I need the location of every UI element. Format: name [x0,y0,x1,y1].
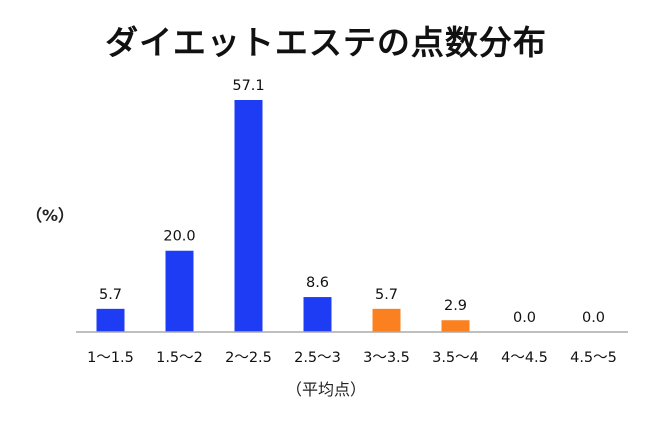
data-label-1: 5.7 [99,287,122,303]
data-label-4: 8.6 [306,275,329,291]
data-label-7: 0.0 [513,310,536,326]
x-tick-label-6: 3.5〜4 [432,350,479,366]
chart-title: ダイエットエステの点数分布 [105,23,547,62]
x-axis-label: （平均点） [285,380,366,399]
y-axis-unit-label: （%） [26,206,75,225]
bar-5 [372,308,401,332]
bar-1 [96,308,125,332]
data-label-6: 2.9 [444,298,467,314]
labels-group: 5.7 1〜1.5 20.0 1.5〜2 57.1 2〜2.5 8.6 2.5〜3 5.7 3〜3… [87,78,617,366]
x-tick-label-3: 2〜2.5 [225,350,272,366]
data-label-2: 20.0 [163,229,195,245]
bar-2 [165,250,194,332]
x-tick-label-5: 3〜3.5 [363,350,410,366]
x-tick-label-7: 4〜4.5 [501,350,548,366]
x-tick-label-2: 1.5〜2 [156,350,203,366]
bar-6 [441,320,470,332]
x-tick-label-1: 1〜1.5 [87,350,134,366]
data-label-5: 5.7 [375,287,398,303]
bar-4 [303,297,332,332]
x-tick-label-8: 4.5〜5 [570,350,617,366]
data-label-8: 0.0 [582,310,605,326]
bar-3 [234,100,263,332]
bars-group [96,100,470,332]
x-tick-label-4: 2.5〜3 [294,350,341,366]
data-label-3: 57.1 [232,78,264,94]
